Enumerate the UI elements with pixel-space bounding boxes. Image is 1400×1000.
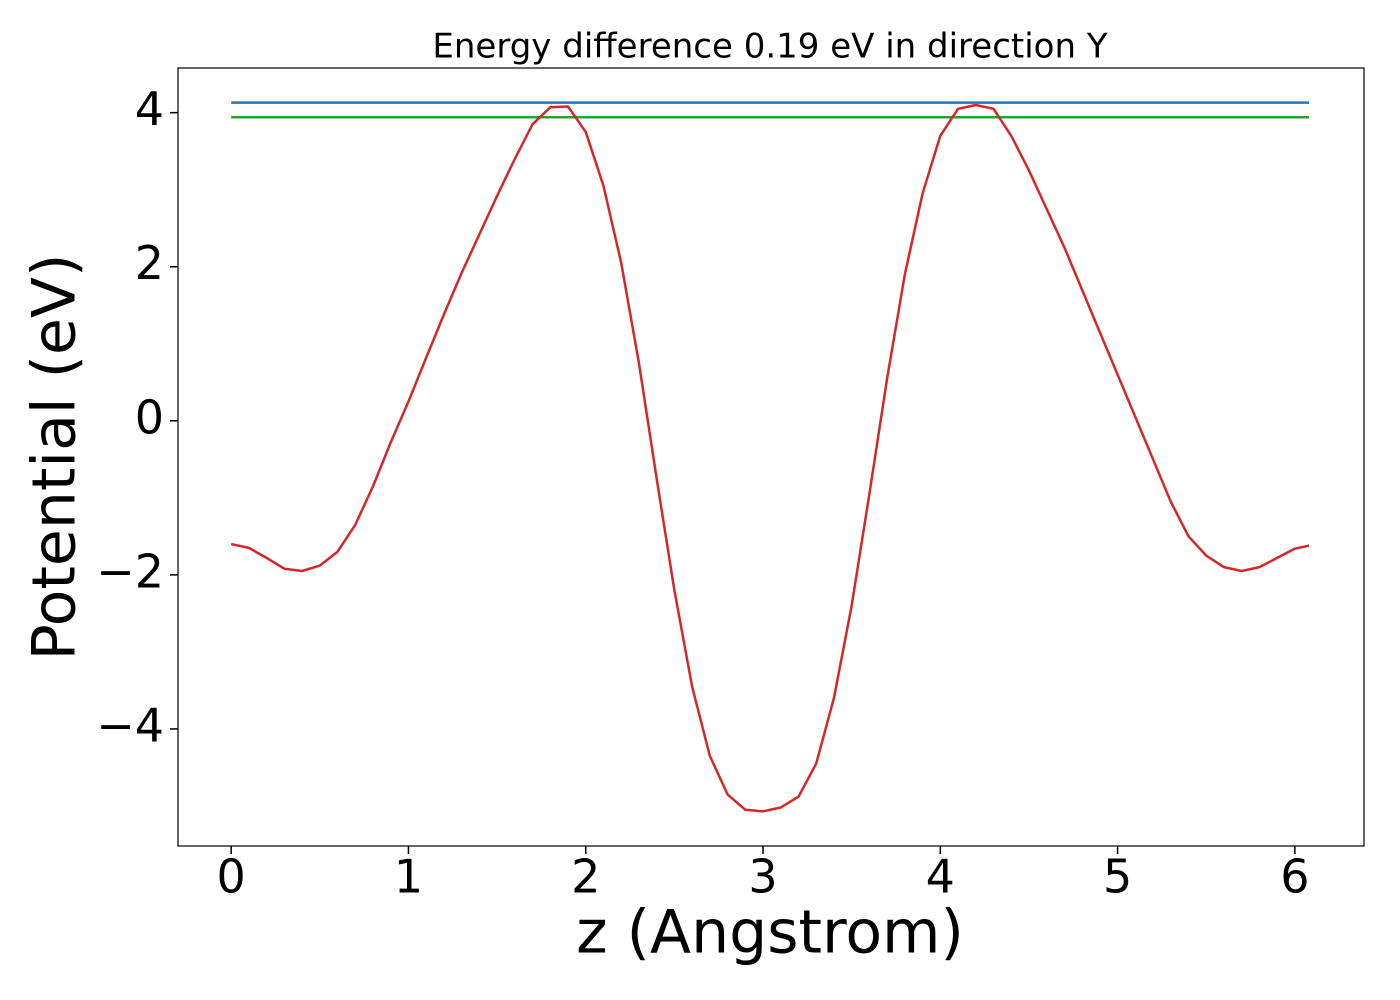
plot-frame <box>177 67 1365 847</box>
series-line <box>230 103 1310 813</box>
chart-title: Energy difference 0.19 eV in direction Y <box>432 27 1107 67</box>
x-tick-label: 6 <box>1280 850 1309 904</box>
x-tick-label: 0 <box>217 850 246 904</box>
x-tick-label: 2 <box>571 850 600 904</box>
y-tick-label: 2 <box>135 236 164 290</box>
y-tick-label: −2 <box>96 544 164 598</box>
x-axis-label: z (Angstrom) <box>576 898 964 968</box>
y-tick-label: 4 <box>135 82 164 136</box>
y-tick-label: −4 <box>96 698 164 752</box>
x-tick-label: 4 <box>926 850 955 904</box>
x-tick-label: 3 <box>748 850 777 904</box>
x-tick-label: 5 <box>1103 850 1132 904</box>
x-tick-label: 1 <box>394 850 423 904</box>
y-axis-label: Potential (eV) <box>20 254 90 661</box>
y-tick-label: 0 <box>135 390 164 444</box>
